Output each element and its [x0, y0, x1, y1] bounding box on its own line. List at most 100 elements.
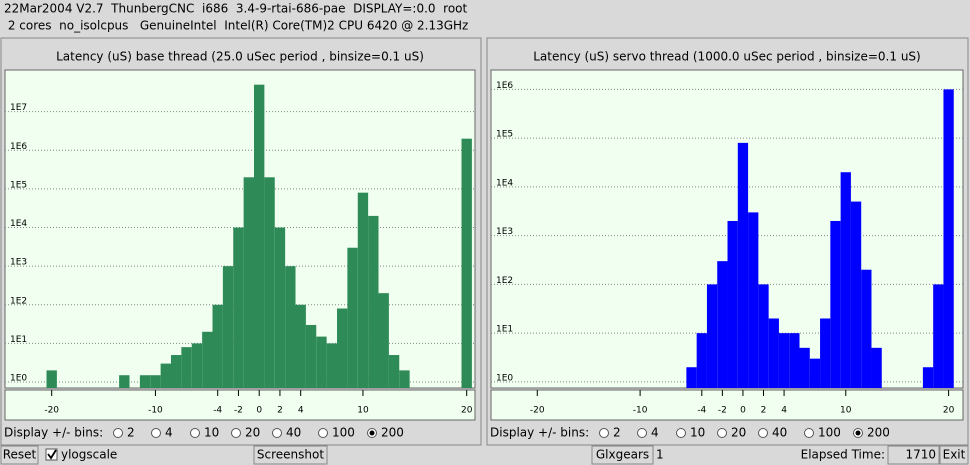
elapsed-label: Elapsed Time:	[801, 448, 885, 462]
bar	[737, 142, 749, 388]
bar	[202, 331, 213, 388]
bar	[160, 363, 172, 388]
radio-label[interactable]: 4	[165, 426, 173, 440]
radio-label[interactable]: 100	[818, 426, 841, 440]
bar	[378, 293, 389, 388]
x-tick-label: 20	[943, 406, 955, 416]
bar	[686, 367, 697, 388]
glxgears-button[interactable]	[591, 445, 654, 465]
x-axis-strip	[490, 389, 964, 421]
radio-label[interactable]: 100	[332, 426, 355, 440]
radio-button[interactable]	[599, 428, 609, 438]
bar	[212, 304, 223, 388]
checkbox-label[interactable]: ylogscale	[61, 448, 117, 462]
header-line: 2 cores no_isolcpus GenuineIntel Intel(R…	[4, 19, 468, 33]
bar	[789, 333, 800, 388]
bar	[388, 355, 400, 388]
radio-label[interactable]: 200	[867, 426, 890, 440]
exit-button-label[interactable]: Exit	[943, 448, 966, 462]
radio-label[interactable]: 200	[381, 426, 404, 440]
x-tick-label: 2	[277, 406, 283, 416]
x-tick-label: -20	[44, 406, 59, 416]
checkbox[interactable]	[45, 448, 58, 461]
bar	[850, 201, 862, 388]
radio-dot	[369, 430, 375, 436]
bar	[181, 347, 192, 388]
header-line: 22Mar2004 V2.7 ThunbergCNC i686 3.4-9-rt…	[4, 2, 468, 16]
x-axis-strip	[4, 389, 476, 421]
radio-label[interactable]: 4	[651, 426, 659, 440]
x-tick-label: -4	[697, 406, 706, 416]
bar	[243, 177, 255, 388]
y-tick-label: 1E4	[496, 178, 513, 188]
bar	[264, 177, 275, 388]
y-tick-label: 1E2	[10, 296, 27, 306]
x-tick-label: -2	[718, 406, 727, 416]
radio-button[interactable]	[190, 428, 200, 438]
x-tick-label: 10	[357, 406, 369, 416]
screenshot-button[interactable]	[253, 445, 328, 465]
radio-button[interactable]	[272, 428, 282, 438]
radio-label[interactable]: 2	[613, 426, 621, 440]
radio-button[interactable]	[318, 428, 328, 438]
radio-button[interactable]	[113, 428, 123, 438]
x-tick-label: -20	[530, 406, 545, 416]
y-tick-label: 1E7	[10, 103, 27, 113]
bar	[809, 358, 821, 388]
radio-button[interactable]	[231, 428, 241, 438]
radio-button[interactable]	[676, 428, 686, 438]
elapsed-field	[887, 445, 940, 465]
radio-label[interactable]: 10	[204, 426, 219, 440]
bar	[326, 343, 338, 388]
bar	[830, 220, 841, 388]
radio-label[interactable]: 20	[245, 426, 260, 440]
y-tick-label: 1E5	[496, 130, 513, 140]
reset-button[interactable]	[0, 445, 39, 465]
y-tick-label: 1E0	[10, 374, 27, 384]
radio-label[interactable]: 40	[772, 426, 787, 440]
bar	[861, 269, 872, 388]
bar	[191, 343, 203, 388]
x-tick-label: 4	[298, 406, 304, 416]
bar	[337, 308, 348, 388]
radio-button[interactable]	[637, 428, 647, 438]
radio-button[interactable]	[758, 428, 768, 438]
radio-label[interactable]: 10	[690, 426, 705, 440]
y-tick-label: 1E3	[10, 258, 27, 268]
reset-button-label[interactable]: Reset	[3, 448, 37, 462]
x-tick-label: -2	[234, 406, 243, 416]
radio-dot	[855, 430, 861, 436]
bar	[758, 284, 769, 388]
bar	[274, 227, 286, 388]
radio-label[interactable]: 2	[127, 426, 135, 440]
bar	[347, 247, 358, 388]
y-tick-label: 1E4	[10, 219, 27, 229]
y-tick-label: 1E6	[496, 81, 513, 91]
screenshot-button-label[interactable]: Screenshot	[257, 448, 324, 462]
radio-button[interactable]	[804, 428, 814, 438]
bar	[368, 215, 379, 388]
bins-label: Display +/- bins:	[490, 426, 589, 440]
glxgears-button-label[interactable]: Glxgears	[596, 448, 649, 462]
bar	[254, 84, 265, 388]
bins-label: Display +/- bins:	[4, 426, 103, 440]
bar	[171, 355, 182, 388]
x-tick-label: 20	[461, 406, 473, 416]
bar	[316, 336, 327, 388]
bar	[706, 284, 718, 388]
bar	[820, 318, 831, 388]
y-tick-label: 1E5	[10, 180, 27, 190]
x-tick-label: 0	[256, 406, 262, 416]
bar	[139, 375, 151, 388]
radio-label[interactable]: 20	[731, 426, 746, 440]
bar	[46, 370, 57, 388]
x-tick-label: 4	[781, 406, 787, 416]
radio-button[interactable]	[151, 428, 161, 438]
bar	[233, 227, 244, 388]
radio-label[interactable]: 40	[286, 426, 301, 440]
x-tick-label: -10	[633, 406, 648, 416]
radio-button[interactable]	[717, 428, 727, 438]
exit-button[interactable]	[939, 445, 969, 465]
bar	[922, 367, 934, 388]
